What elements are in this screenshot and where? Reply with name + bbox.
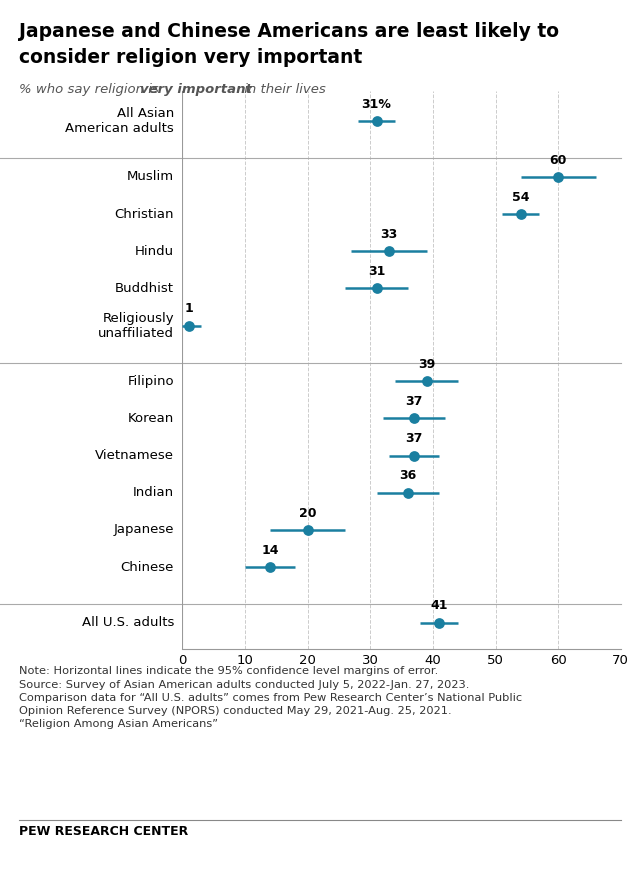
Point: [403, 486, 413, 500]
Text: Korean: Korean: [128, 412, 174, 425]
Text: 54: 54: [512, 191, 529, 204]
Point: [265, 560, 275, 574]
Text: All Asian
American adults: All Asian American adults: [65, 107, 174, 135]
Text: 41: 41: [431, 599, 448, 612]
Text: 37: 37: [405, 395, 423, 408]
Text: 37: 37: [405, 432, 423, 445]
Text: 20: 20: [299, 507, 316, 520]
Text: Muslim: Muslim: [127, 171, 174, 184]
Text: Chinese: Chinese: [121, 561, 174, 574]
Text: 39: 39: [418, 358, 435, 371]
Text: Vietnamese: Vietnamese: [95, 449, 174, 463]
Point: [409, 411, 419, 425]
Text: Indian: Indian: [133, 486, 174, 499]
Point: [184, 319, 194, 333]
Point: [515, 207, 525, 221]
Text: Filipino: Filipino: [127, 375, 174, 388]
Point: [422, 375, 432, 388]
Text: Hindu: Hindu: [135, 245, 174, 258]
Text: 31%: 31%: [362, 98, 392, 111]
Text: Buddhist: Buddhist: [115, 282, 174, 295]
Text: 1: 1: [184, 302, 193, 315]
Text: % who say religion is: % who say religion is: [19, 83, 163, 96]
Point: [303, 523, 313, 537]
Text: Japanese and Chinese Americans are least likely to: Japanese and Chinese Americans are least…: [19, 22, 559, 41]
Text: in their lives: in their lives: [240, 83, 326, 96]
Point: [409, 449, 419, 463]
Text: 60: 60: [550, 153, 567, 166]
Text: Christian: Christian: [115, 207, 174, 220]
Text: 36: 36: [399, 469, 417, 483]
Point: [371, 281, 381, 295]
Text: 14: 14: [261, 544, 279, 557]
Text: 31: 31: [368, 265, 385, 278]
Text: consider religion very important: consider religion very important: [19, 48, 362, 67]
Point: [384, 244, 394, 258]
Point: [553, 170, 563, 184]
Text: very important: very important: [140, 83, 252, 96]
Point: [434, 616, 444, 630]
Text: Note: Horizontal lines indicate the 95% confidence level margins of error.
Sourc: Note: Horizontal lines indicate the 95% …: [19, 666, 522, 729]
Point: [371, 114, 381, 128]
Text: Japanese: Japanese: [113, 523, 174, 537]
Text: Religiously
unaffiliated: Religiously unaffiliated: [98, 312, 174, 340]
Text: All U.S. adults: All U.S. adults: [82, 617, 174, 630]
Text: 33: 33: [380, 228, 397, 241]
Text: PEW RESEARCH CENTER: PEW RESEARCH CENTER: [19, 825, 188, 838]
